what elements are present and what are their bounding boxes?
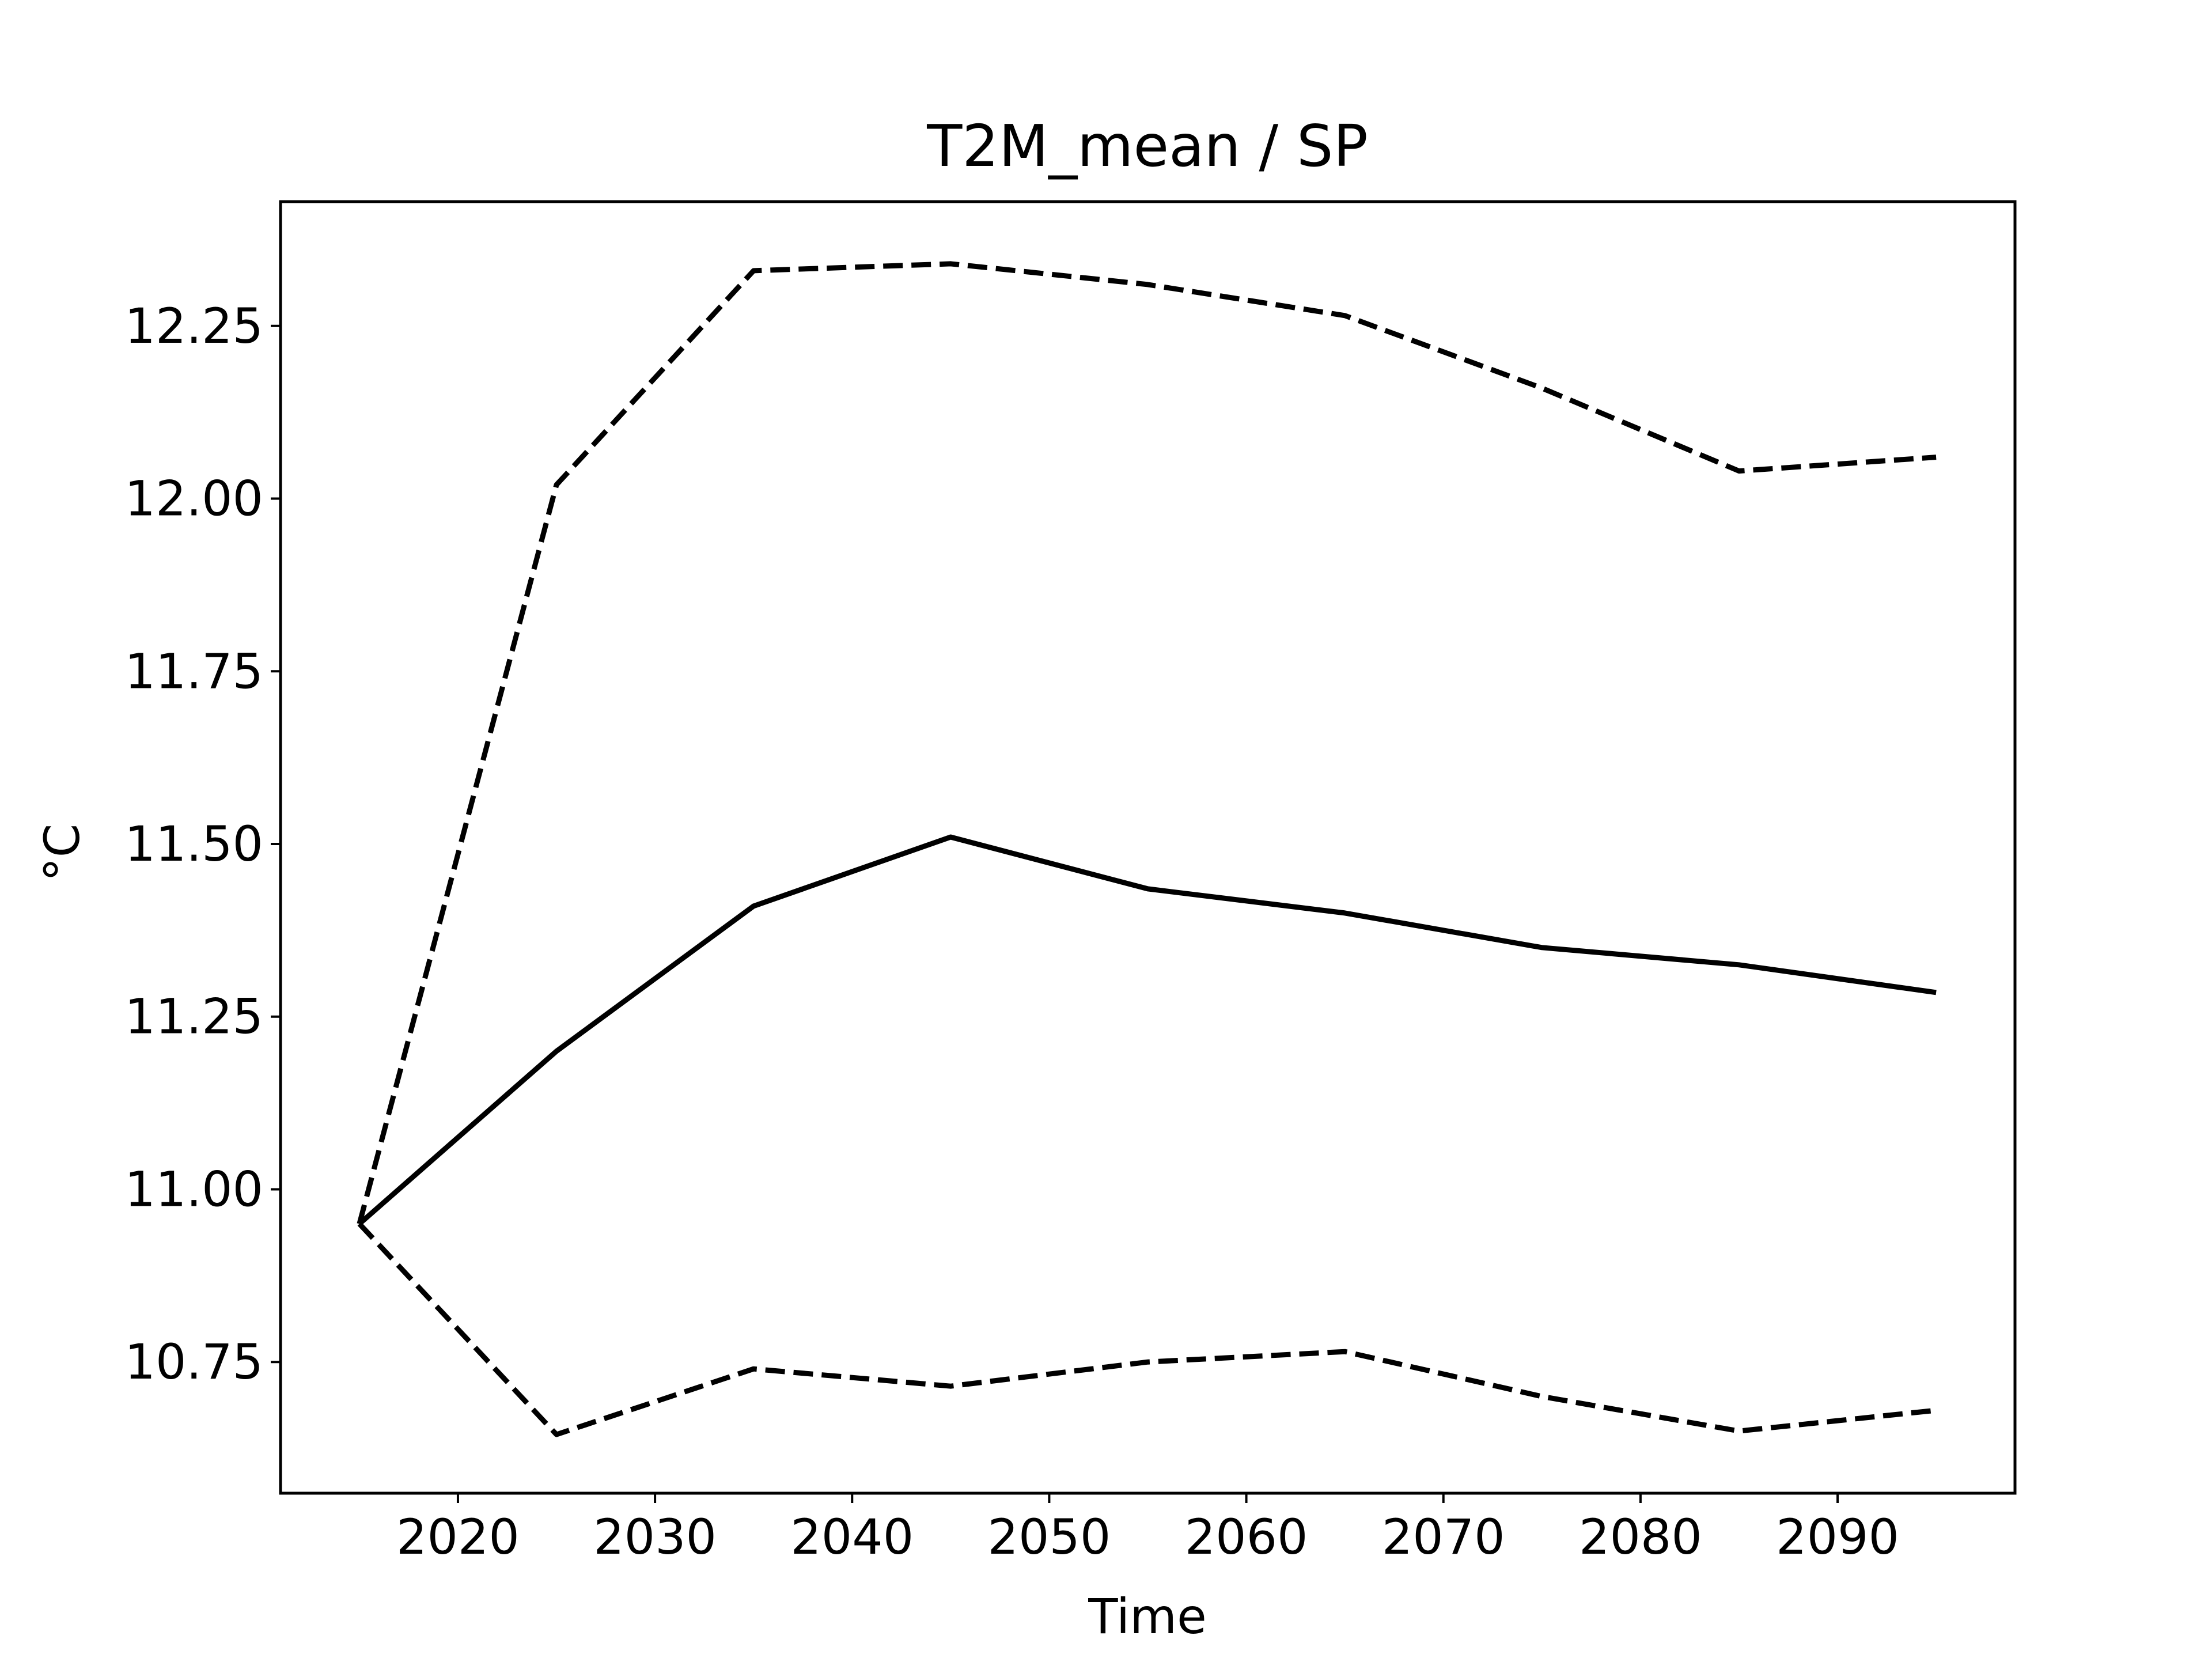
axis-ticks: 2020 2030 2040 2050 2060 2070 2080 2090 10.75 11.… <box>125 298 1899 1565</box>
y-tick-label: 12.25 <box>125 298 263 354</box>
x-tick-label: 2050 <box>988 1509 1111 1565</box>
y-tick-label: 12.00 <box>125 471 263 527</box>
chart-title: T2M_mean / SP <box>926 112 1368 180</box>
y-tick-label: 11.75 <box>125 643 263 699</box>
series-lines <box>357 261 1937 1437</box>
x-tick-label: 2090 <box>1776 1509 1899 1565</box>
x-axis-label: Time <box>1088 1588 1207 1645</box>
solid-series-line-0 <box>357 834 1937 1226</box>
x-tick-label: 2070 <box>1382 1509 1505 1565</box>
x-tick-label: 2040 <box>790 1509 914 1565</box>
y-tick-label: 10.75 <box>125 1334 263 1390</box>
x-tick-label: 2080 <box>1579 1509 1702 1565</box>
x-tick-label: 2060 <box>1185 1509 1308 1565</box>
y-tick-label: 11.50 <box>125 816 263 872</box>
dashed-series-line-1 <box>357 261 1937 1225</box>
dashed-series-line-2 <box>357 1222 1937 1437</box>
y-axis-label: °C <box>34 824 90 882</box>
x-tick-label: 2030 <box>593 1509 717 1565</box>
plot-area-frame <box>279 200 2017 1495</box>
x-tick-label: 2020 <box>396 1509 520 1565</box>
y-tick-label: 11.25 <box>125 989 263 1045</box>
y-tick-label: 11.00 <box>125 1161 263 1217</box>
